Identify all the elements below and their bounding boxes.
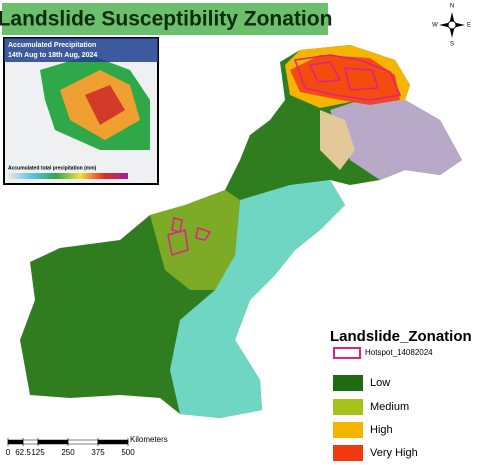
scale-label: 375 bbox=[91, 448, 105, 457]
country-map bbox=[20, 45, 462, 418]
compass-e: E bbox=[467, 23, 471, 29]
map-title: Landslide Susceptibility Zonation bbox=[0, 8, 332, 31]
legend-swatch bbox=[333, 375, 363, 391]
inset-caption: Accumulated total precipitation (mm) bbox=[8, 165, 97, 171]
scale-label: 125 bbox=[31, 448, 45, 457]
compass-w: W bbox=[432, 23, 438, 29]
scale-label: 250 bbox=[61, 448, 75, 457]
inset-header bbox=[4, 38, 158, 62]
very-high-zone bbox=[290, 55, 400, 105]
title-box bbox=[2, 3, 328, 35]
scale-label: 0 bbox=[6, 448, 11, 457]
medium-zone bbox=[150, 190, 240, 290]
legend-swatch bbox=[333, 445, 363, 461]
compass: N E S W bbox=[432, 4, 471, 48]
scale-segment bbox=[67, 439, 99, 445]
inset-date: 14th Aug to 18th Aug, 2024 bbox=[8, 52, 97, 59]
scale-segment bbox=[7, 439, 24, 445]
legend-label: Very High bbox=[370, 447, 418, 459]
scale-segment bbox=[22, 439, 39, 445]
legend-label: Low bbox=[370, 377, 390, 389]
inset-rain-peak bbox=[85, 85, 125, 125]
plains bbox=[170, 180, 345, 418]
legend: Hotspot_14082024 Low Medium High Very High bbox=[333, 347, 433, 461]
inset: Accumulated Precipitation 14th Aug to 18… bbox=[3, 37, 159, 185]
legend-label: High bbox=[370, 424, 393, 436]
scale-label: 500 bbox=[121, 448, 135, 457]
scale-segment bbox=[37, 439, 69, 445]
legend-swatch bbox=[333, 422, 363, 438]
foothills bbox=[320, 110, 355, 170]
compass-s: S bbox=[450, 42, 454, 48]
scale-label: 62.5 bbox=[15, 448, 31, 457]
hotspots bbox=[167, 54, 402, 256]
legend-swatch bbox=[333, 347, 361, 359]
legend-title: Landslide_Zonation bbox=[330, 328, 472, 345]
legend-label: Hotspot_14082024 bbox=[365, 348, 433, 357]
inset-title: Accumulated Precipitation bbox=[8, 42, 96, 49]
scale-bar: 0 62.5 125 250 375 500 Kilometers bbox=[6, 435, 168, 457]
scale-segment bbox=[97, 439, 129, 445]
legend-label: Medium bbox=[370, 401, 409, 413]
compass-n: N bbox=[450, 4, 454, 10]
high-mountains bbox=[330, 100, 462, 180]
scale-unit: Kilometers bbox=[130, 435, 168, 444]
legend-swatch bbox=[333, 399, 363, 415]
inset-colorbar bbox=[8, 173, 128, 179]
